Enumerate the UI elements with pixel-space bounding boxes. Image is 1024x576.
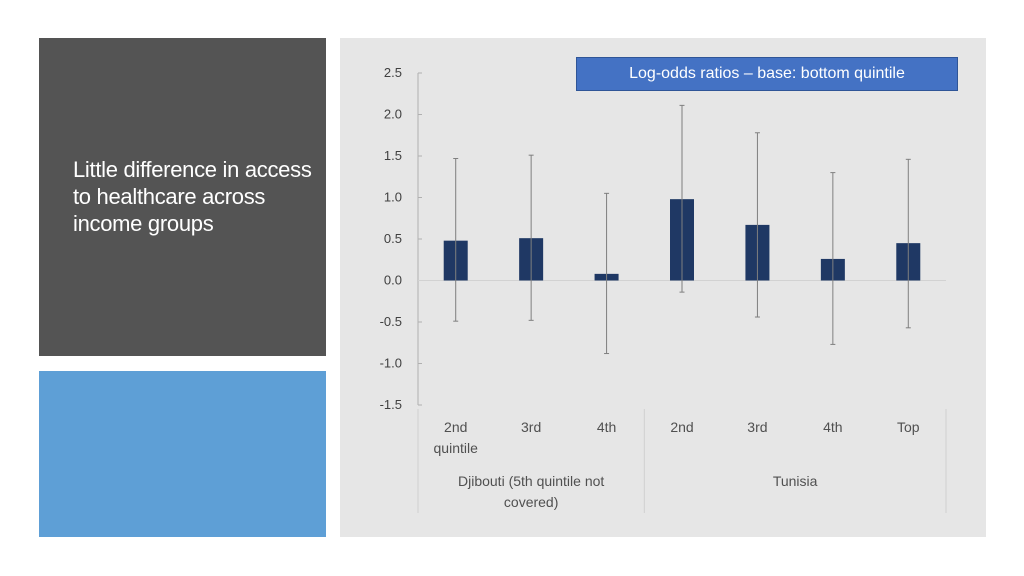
y-tick-label: 1.0 — [384, 190, 402, 205]
x-category-label: 2nd — [670, 419, 693, 435]
y-tick-label: 0.5 — [384, 231, 402, 246]
y-tick-label: 1.5 — [384, 148, 402, 163]
y-tick-label: -0.5 — [380, 314, 402, 329]
x-group-label: Djibouti (5th quintile not covered) — [458, 473, 604, 510]
y-tick-label: 2.0 — [384, 107, 402, 122]
accent-panel — [39, 371, 326, 537]
y-tick-label: 2.5 — [384, 65, 402, 80]
y-tick-label: -1.0 — [380, 356, 402, 371]
x-category-label: 2nd quintile — [434, 419, 479, 456]
chart-panel: 2.5 2.0 1.5 1.0 0.5 0.0 -0.5 -1.0 -1.5 2nd quintil… — [340, 38, 986, 537]
title-panel: Little difference in access to healthcar… — [39, 38, 326, 356]
bar-chart: 2.5 2.0 1.5 1.0 0.5 0.0 -0.5 -1.0 -1.5 2nd quintil… — [380, 65, 947, 513]
x-category-label: 4th — [597, 419, 616, 435]
x-category-label: 4th — [823, 419, 842, 435]
chart-annotation: Log-odds ratios – base: bottom quintile — [576, 57, 958, 91]
slide-title: Little difference in access to healthcar… — [73, 157, 312, 236]
x-category-label: 3rd — [521, 419, 541, 435]
y-tick-label: -1.5 — [380, 397, 402, 412]
x-category-label: Top — [897, 419, 920, 435]
y-tick-label: 0.0 — [384, 273, 402, 288]
x-group-label: Tunisia — [773, 473, 818, 489]
x-category-label: 3rd — [747, 419, 767, 435]
